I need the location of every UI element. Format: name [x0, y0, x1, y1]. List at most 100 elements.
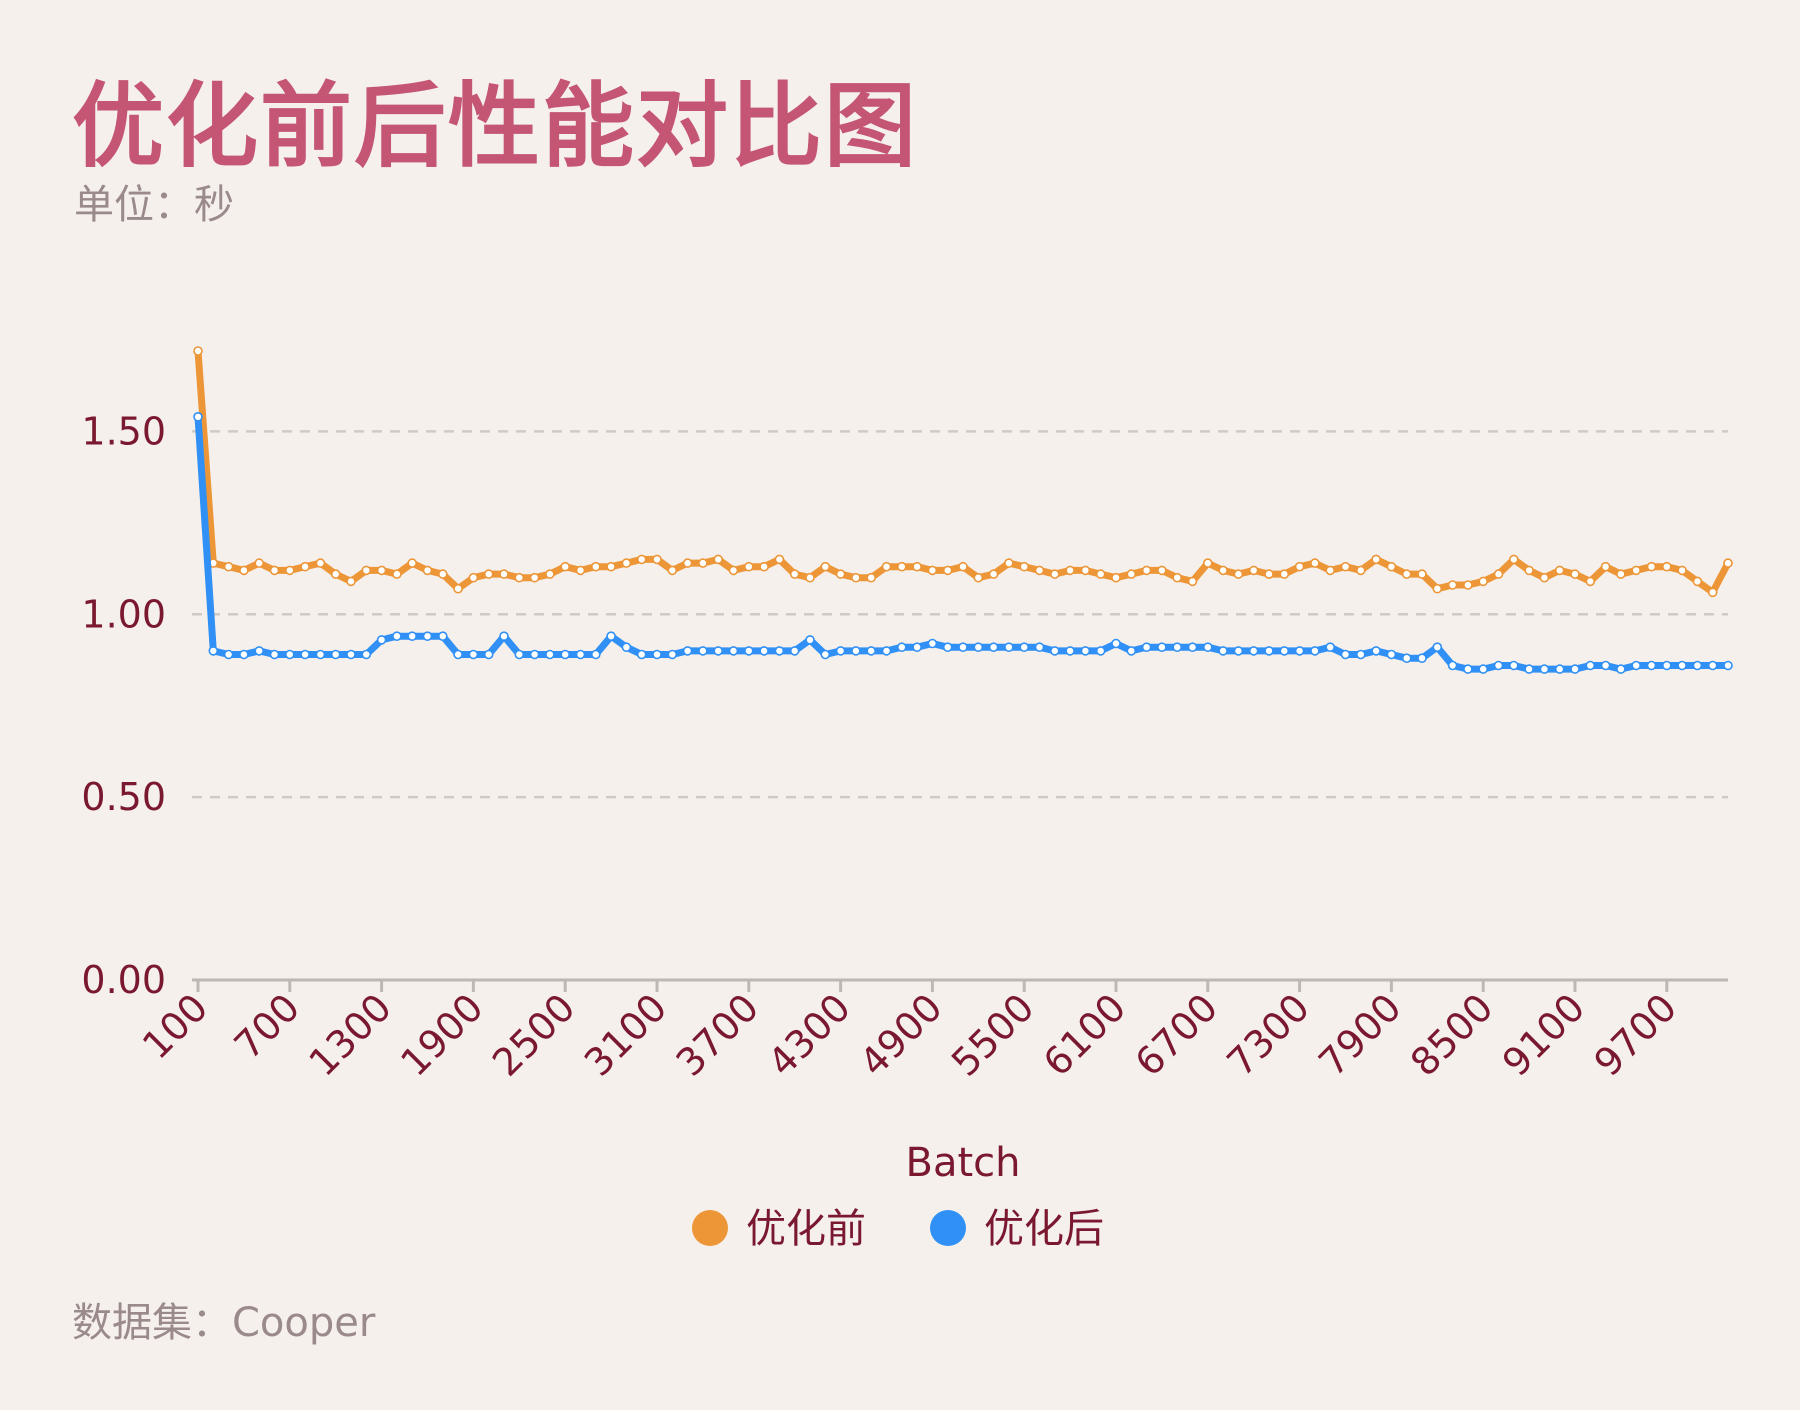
data-point — [1692, 576, 1703, 587]
x-tick-label: 6100 — [1035, 985, 1135, 1085]
data-point — [713, 646, 724, 656]
data-point — [1386, 561, 1397, 572]
data-point — [1478, 576, 1488, 587]
data-point — [1600, 660, 1611, 671]
data-point — [881, 561, 892, 572]
data-point — [1432, 583, 1443, 594]
data-point — [1050, 569, 1060, 579]
data-point — [1585, 576, 1596, 587]
legend-swatch — [692, 1210, 728, 1246]
data-point — [1371, 554, 1381, 565]
y-tick-label: 1.50 — [81, 409, 166, 453]
legend-item-1: 优化前 — [692, 1206, 866, 1252]
data-point — [942, 642, 953, 653]
data-point — [422, 565, 433, 576]
data-point — [514, 649, 525, 660]
x-tick-label: 6700 — [1127, 985, 1227, 1085]
data-point — [1539, 664, 1550, 674]
data-point — [575, 649, 586, 660]
data-point — [1493, 660, 1504, 671]
data-point — [193, 346, 203, 356]
data-point — [499, 569, 509, 579]
data-point — [1141, 642, 1152, 653]
data-point — [1570, 664, 1580, 674]
data-point — [774, 554, 785, 565]
data-point — [927, 565, 938, 576]
data-point — [468, 649, 479, 660]
x-tick-label: 2500 — [484, 985, 584, 1085]
data-point — [866, 572, 877, 583]
data-point — [958, 642, 968, 653]
data-point — [1646, 660, 1657, 671]
data-point — [407, 558, 418, 568]
data-point — [881, 646, 892, 656]
data-point — [1463, 664, 1473, 674]
data-point — [912, 561, 922, 572]
data-point — [1126, 569, 1137, 579]
data-point — [1080, 646, 1091, 656]
data-point — [835, 569, 846, 579]
data-point — [376, 635, 387, 645]
data-point — [667, 649, 678, 660]
data-point — [1004, 642, 1014, 653]
data-point — [392, 631, 402, 642]
y-tick-label: 0.50 — [81, 775, 166, 819]
data-point — [269, 649, 280, 660]
data-point — [361, 565, 372, 576]
data-point — [1203, 558, 1213, 568]
data-point — [223, 649, 234, 660]
x-tick-label: 4900 — [851, 985, 951, 1085]
data-point — [468, 572, 479, 583]
data-point — [1662, 660, 1672, 671]
data-point — [1172, 572, 1182, 583]
data-point — [1677, 565, 1687, 576]
data-point — [1050, 646, 1060, 656]
data-point — [973, 572, 984, 583]
series-line — [194, 413, 1732, 673]
data-point — [927, 638, 938, 649]
data-point — [789, 646, 800, 656]
data-point — [851, 646, 861, 656]
data-point — [728, 646, 739, 656]
data-point — [743, 646, 754, 656]
data-point — [1218, 646, 1228, 656]
chart-subtitle: 单位：秒 — [74, 182, 234, 228]
data-point — [330, 569, 341, 579]
data-point — [851, 572, 861, 583]
data-point — [453, 583, 463, 594]
data-point — [606, 561, 616, 572]
data-point — [560, 561, 571, 572]
data-point — [698, 646, 708, 656]
data-point — [1356, 565, 1366, 576]
x-tick-label: 3100 — [576, 985, 676, 1085]
data-point — [1401, 653, 1412, 664]
data-point — [1401, 569, 1412, 579]
x-tick-label: 1900 — [392, 985, 492, 1085]
data-point — [621, 642, 632, 653]
data-point — [866, 646, 877, 656]
data-point — [1310, 646, 1320, 656]
data-point — [652, 554, 662, 565]
data-point — [1233, 569, 1244, 579]
data-point — [835, 646, 846, 656]
data-point — [1600, 561, 1611, 572]
data-point — [1019, 642, 1029, 653]
legend-item-2: 优化后 — [930, 1206, 1104, 1252]
data-point — [1233, 646, 1244, 656]
x-tick-label: 7300 — [1218, 985, 1318, 1085]
data-point — [346, 576, 356, 587]
data-point — [1509, 660, 1519, 671]
series-2 — [193, 411, 1733, 674]
data-point — [1646, 561, 1657, 572]
data-point — [590, 649, 601, 660]
data-point — [407, 631, 418, 642]
data-point — [545, 649, 555, 660]
data-point — [1187, 576, 1198, 587]
data-point — [529, 572, 540, 583]
data-point — [514, 572, 525, 583]
data-point — [284, 565, 295, 576]
data-point — [499, 631, 509, 642]
data-point — [254, 646, 265, 656]
data-point — [1707, 587, 1718, 598]
data-point — [529, 649, 540, 660]
